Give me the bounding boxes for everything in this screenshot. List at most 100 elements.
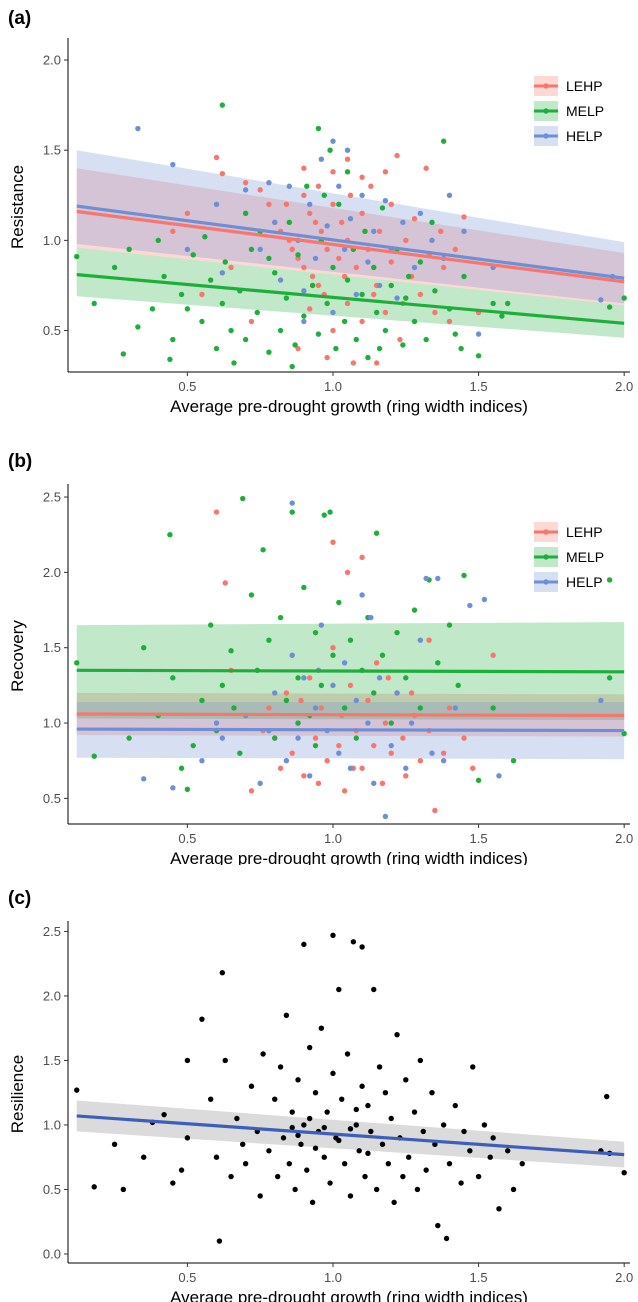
data-point-lehp	[440, 264, 447, 271]
data-point-melp	[333, 345, 339, 352]
data-point-obs	[420, 1128, 426, 1135]
data-point-obs	[228, 1173, 234, 1180]
x-tick-label: 0.5	[178, 379, 196, 394]
data-point-melp	[452, 331, 458, 337]
data-point-melp	[155, 237, 161, 244]
data-point-obs	[385, 1160, 392, 1167]
data-point-lehp	[371, 742, 377, 749]
data-point-lehp	[359, 765, 365, 771]
data-point-obs	[490, 1135, 496, 1141]
x-tick-label: 1.5	[470, 1270, 488, 1285]
data-point-lehp	[350, 360, 357, 366]
data-point-lehp	[359, 318, 365, 325]
data-point-obs	[347, 1193, 354, 1199]
data-point-lehp	[306, 306, 313, 312]
data-point-lehp	[461, 735, 467, 741]
data-point-lehp	[336, 255, 342, 262]
data-point-lehp	[373, 360, 380, 366]
data-point-obs	[356, 1148, 362, 1154]
data-point-melp	[324, 300, 330, 307]
y-tick-label: 2.5	[43, 490, 61, 505]
data-point-lehp	[344, 569, 351, 576]
data-point-melp	[167, 356, 173, 363]
data-point-obs	[74, 1087, 80, 1093]
data-point-lehp	[388, 201, 394, 207]
data-point-melp	[292, 342, 298, 348]
data-point-obs	[309, 1199, 316, 1206]
data-point-melp	[219, 102, 226, 108]
data-point-obs	[379, 1141, 386, 1148]
data-point-help	[242, 187, 249, 193]
data-point-melp	[371, 264, 377, 271]
data-point-melp	[379, 652, 386, 658]
data-point-obs	[260, 1051, 266, 1057]
data-point-melp	[277, 327, 284, 334]
data-point-help	[435, 575, 441, 582]
data-point-help	[184, 246, 191, 253]
data-point-melp	[283, 295, 290, 301]
y-axis-title: Resilience	[8, 1055, 27, 1133]
data-point-obs	[330, 1070, 336, 1077]
data-point-lehp	[315, 282, 322, 289]
data-point-obs	[222, 1057, 228, 1064]
data-point-help	[371, 228, 377, 235]
data-point-melp	[74, 660, 80, 666]
legend-key-point	[543, 83, 549, 89]
data-point-melp	[260, 547, 266, 553]
data-point-obs	[446, 1160, 453, 1167]
data-point-melp	[336, 599, 342, 606]
data-point-melp	[228, 648, 234, 654]
data-point-obs	[458, 1180, 464, 1186]
data-point-lehp	[470, 765, 476, 771]
y-tick-label: 2.0	[43, 565, 61, 580]
data-point-melp	[295, 252, 301, 258]
data-point-help	[324, 223, 330, 229]
data-point-help	[330, 682, 336, 689]
x-tick-label: 1.0	[324, 831, 342, 846]
data-point-obs	[184, 1057, 191, 1064]
panel-b: (b) 0.5 1.0 1.5 2.0 2.5 0.5 1.0 1.5 2.0 Average pr…	[0, 443, 638, 865]
data-point-lehp	[248, 318, 255, 325]
data-point-obs	[475, 1173, 482, 1180]
data-point-obs	[359, 1083, 365, 1089]
data-point-obs	[411, 1109, 418, 1115]
data-point-help	[277, 277, 284, 283]
data-point-lehp	[283, 201, 290, 207]
data-point-melp	[379, 205, 386, 211]
data-point-obs	[339, 1096, 345, 1102]
x-tick-label: 1.0	[324, 1270, 342, 1285]
data-point-melp	[120, 351, 127, 357]
data-point-melp	[231, 705, 237, 711]
data-point-help	[330, 138, 336, 144]
data-point-lehp	[315, 183, 322, 189]
legend-label-melp: MELP	[566, 103, 604, 119]
data-point-lehp	[446, 705, 453, 711]
data-point-melp	[382, 327, 389, 334]
data-point-melp	[184, 786, 191, 793]
data-point-obs	[240, 1141, 246, 1148]
data-point-lehp	[417, 291, 424, 298]
data-point-obs	[161, 1111, 167, 1118]
data-point-obs	[362, 1173, 368, 1180]
data-point-lehp	[283, 690, 290, 696]
data-point-lehp	[295, 345, 301, 352]
data-point-help	[365, 259, 371, 265]
data-point-lehp	[347, 192, 354, 198]
data-point-lehp	[368, 183, 374, 189]
data-point-melp	[213, 345, 220, 352]
fit-line-lehp	[76, 712, 625, 718]
x-tick-label: 0.5	[178, 1270, 196, 1285]
data-point-obs	[353, 1122, 359, 1128]
data-point-obs	[321, 1154, 327, 1160]
data-point-melp	[455, 682, 461, 689]
data-point-help	[301, 318, 307, 325]
data-point-melp	[321, 512, 327, 518]
data-point-help	[382, 197, 389, 204]
data-point-melp	[237, 750, 243, 756]
data-point-help	[598, 697, 604, 704]
data-point-help	[440, 758, 447, 764]
data-point-lehp	[309, 273, 316, 280]
data-point-help	[403, 765, 409, 771]
data-point-melp	[207, 277, 214, 283]
data-point-lehp	[359, 554, 365, 561]
